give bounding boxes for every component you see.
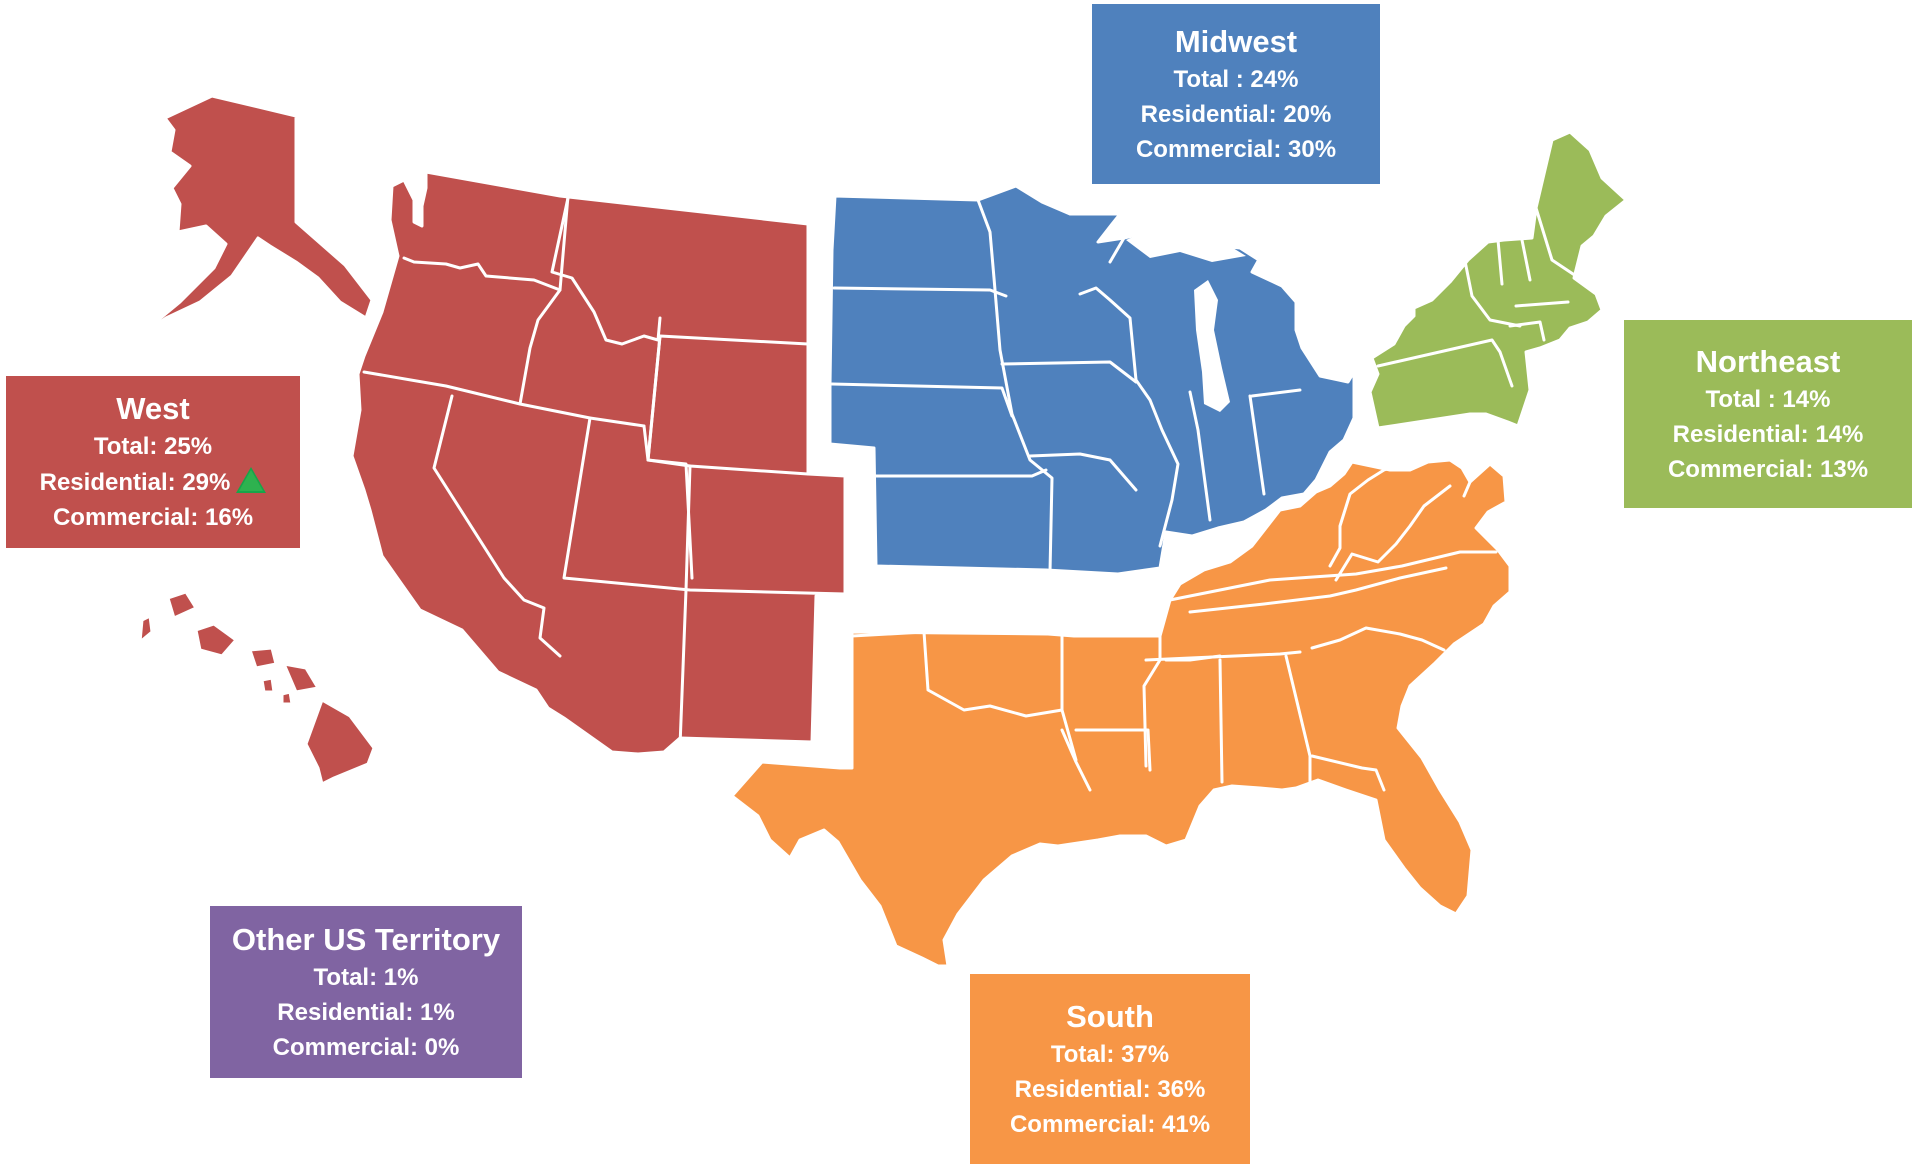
alaska-shape [132,94,374,342]
south-commercial: Commercial: 41% [1009,1110,1211,1138]
south-total: Total: 37% [1050,1040,1170,1068]
northeast-residential: Residential: 14% [1672,420,1864,448]
south-shape [730,458,1512,968]
south-region [730,458,1512,968]
midwest-total: Total : 24% [1173,65,1299,93]
up-triangle-icon [236,467,267,493]
hawaii-island-1 [166,590,198,620]
hawaii-island-5 [282,662,320,694]
hawaii-big-island [304,698,376,786]
midwest-label-box: Midwest Total : 24% Residential: 20% Com… [1092,4,1380,184]
other-territory-commercial: Commercial: 0% [272,1033,460,1061]
state-borders [362,194,1578,792]
west-residential: Residential: 29% [39,469,231,496]
northeast-region [1368,130,1628,430]
west-name: West [116,391,190,426]
northeast-name: Northeast [1695,343,1841,379]
northeast-commercial: Commercial: 13% [1667,455,1869,483]
midwest-commercial: Commercial: 30% [1135,135,1337,163]
west-total: Total: 25% [93,433,213,460]
south-residential: Residential: 36% [1014,1075,1206,1103]
midwest-name: Midwest [1174,23,1298,59]
south-label-box: South Total: 37% Residential: 36% Commer… [970,974,1250,1164]
hawaii-island-3 [194,622,238,658]
west-residential-row: Residential: 29% [6,464,300,500]
midwest-residential: Residential: 20% [1140,100,1332,128]
south-name: South [1066,998,1154,1034]
west-label-box: West Total: 25% Residential: 29% Commerc… [6,376,300,548]
other-territory-residential: Residential: 1% [277,998,455,1026]
west-region [132,94,847,786]
west-mainland-shape [350,170,847,756]
hawaii-island-7 [280,690,294,706]
other-territory-total: Total: 1% [313,963,419,991]
hawaii-island-2 [138,614,154,644]
northeast-total: Total : 14% [1705,385,1831,413]
hawaii-island-6 [260,676,276,694]
hawaii-island-4 [248,646,278,670]
other-territory-label-box: Other US Territory Total: 1% Residential… [210,906,522,1078]
northeast-label-box: Northeast Total : 14% Residential: 14% C… [1624,320,1912,508]
west-commercial: Commercial: 16% [52,504,254,531]
northeast-shape [1368,130,1628,430]
other-territory-name: Other US Territory [231,921,501,957]
